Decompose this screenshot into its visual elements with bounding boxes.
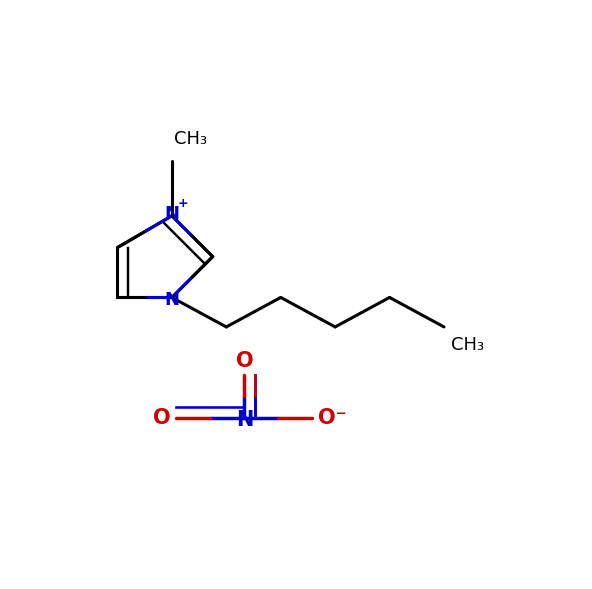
Text: O⁻: O⁻ — [318, 408, 346, 428]
Text: N: N — [165, 204, 179, 223]
Text: +: + — [178, 197, 188, 210]
Text: CH₃: CH₃ — [451, 336, 484, 354]
Text: O: O — [236, 351, 253, 371]
Text: N: N — [165, 291, 179, 309]
Text: N: N — [236, 410, 253, 430]
Text: O: O — [153, 408, 171, 428]
Text: CH₃: CH₃ — [174, 130, 207, 148]
